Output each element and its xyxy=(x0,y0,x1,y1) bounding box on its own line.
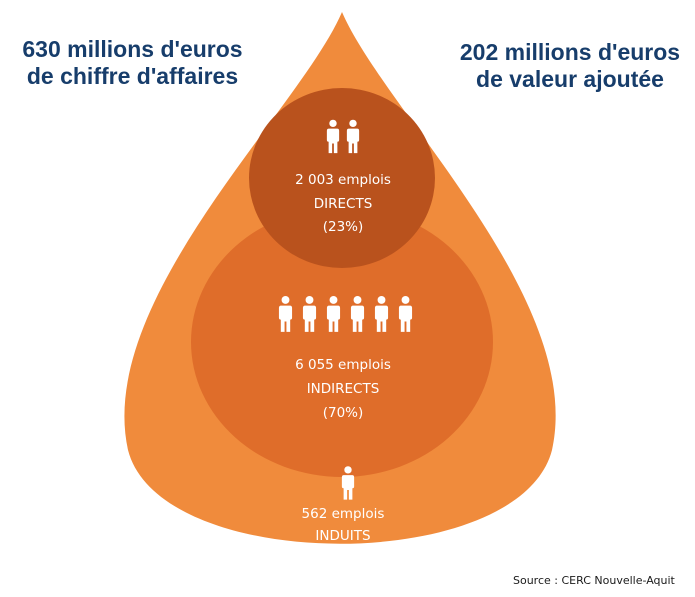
headline-revenue-line2: de chiffre d'affaires xyxy=(26,63,239,89)
headline-revenue: 630 millions d'euros de chiffre d'affair… xyxy=(5,36,260,90)
directs-count-label: 2 003 emplois xyxy=(295,172,391,188)
indirects-category-label: INDIRECTS xyxy=(307,381,380,397)
headline-value-added: 202 millions d'euros de valeur ajoutée xyxy=(440,39,695,93)
circle-directs xyxy=(249,88,435,268)
induits-count-label: 562 emplois xyxy=(302,506,385,522)
directs-category-label: DIRECTS xyxy=(314,196,373,212)
induits-share-label: (7%) xyxy=(327,552,359,568)
headline-value-added-line1: 202 millions d'euros xyxy=(459,39,681,65)
induits-category-label: INDUITS xyxy=(315,528,370,544)
source-note: Source : CERC Nouvelle-Aquit xyxy=(513,574,675,587)
headline-revenue-line1: 630 millions d'euros xyxy=(22,36,243,62)
indirects-share-label: (70%) xyxy=(323,405,364,421)
indirects-count-label: 6 055 emplois xyxy=(295,357,391,373)
headline-value-added-line2: de valeur ajoutée xyxy=(476,66,664,92)
circle-indirects xyxy=(191,207,493,477)
directs-share-label: (23%) xyxy=(323,219,364,235)
